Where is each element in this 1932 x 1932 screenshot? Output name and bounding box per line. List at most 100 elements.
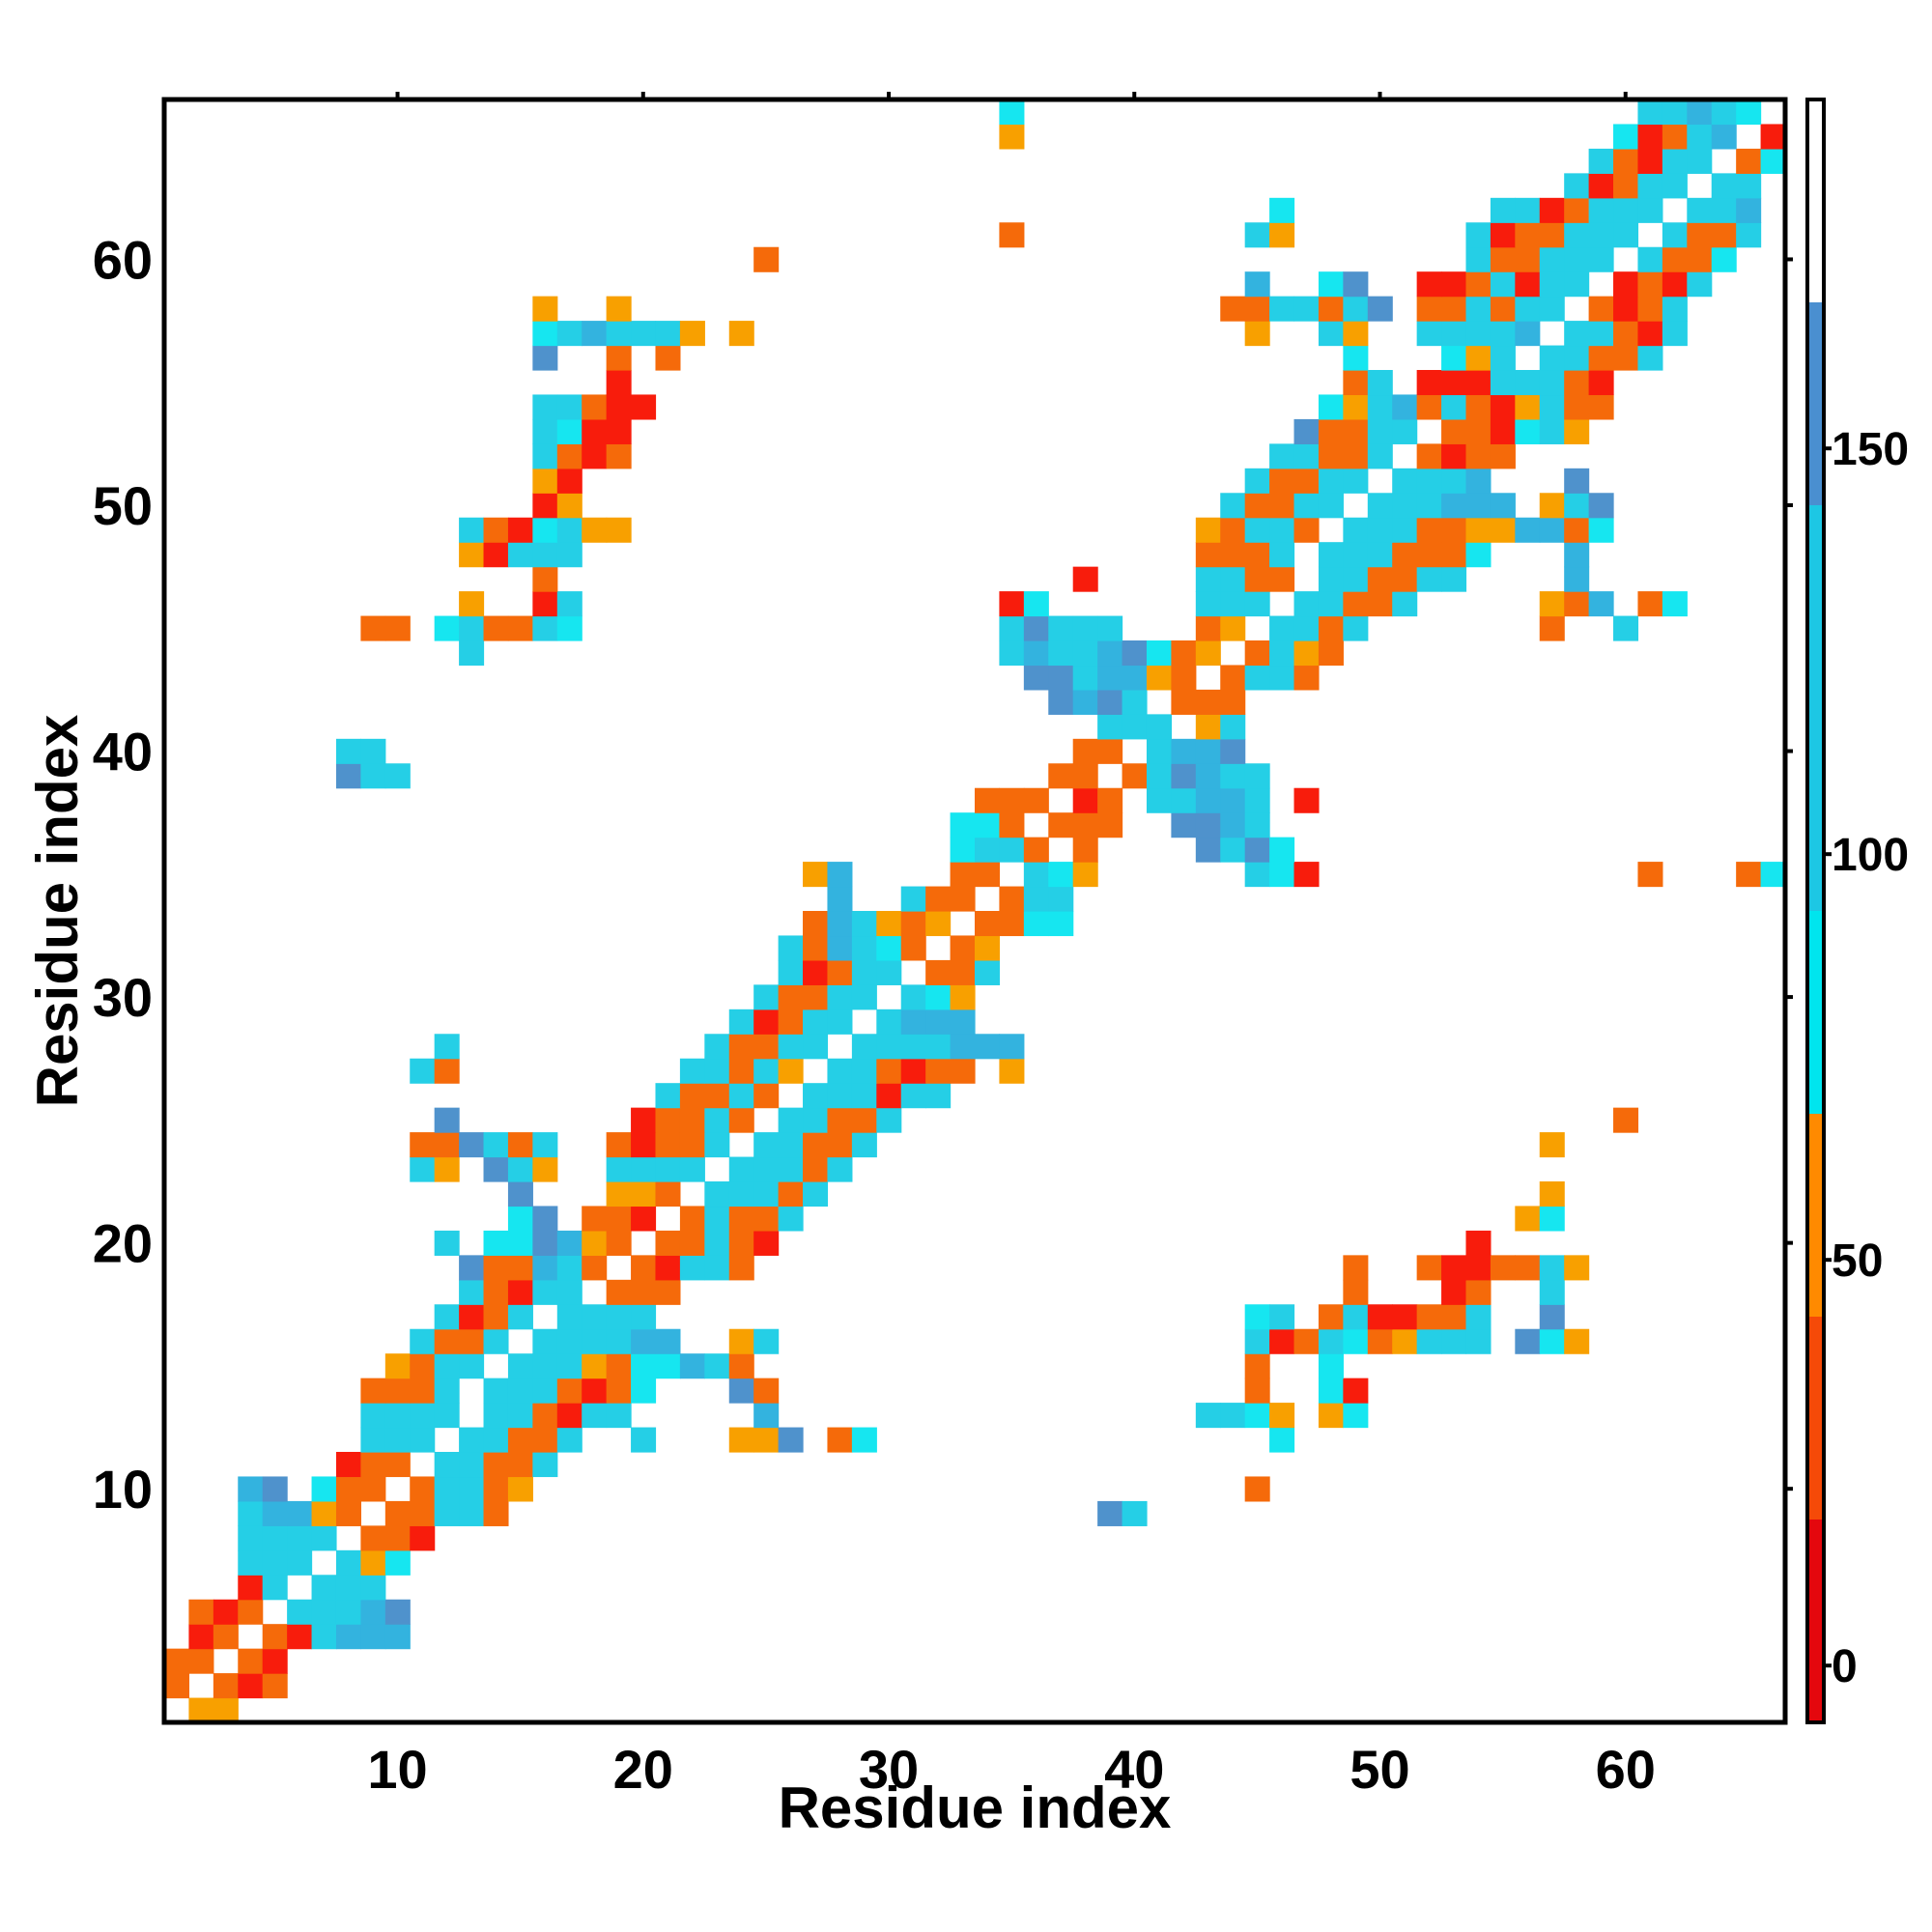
heatmap-cell [679, 1206, 705, 1232]
heatmap-cell [1687, 148, 1713, 174]
heatmap-cell [483, 1427, 509, 1453]
color-bar: 0 50 100 150 [1805, 98, 1909, 1724]
heatmap-cell [606, 296, 632, 322]
heatmap-cell [778, 959, 804, 985]
heatmap-cell [631, 1353, 657, 1379]
heatmap-cell [1416, 321, 1442, 347]
heatmap-cell [556, 493, 582, 519]
heatmap-cell [287, 1549, 313, 1576]
heatmap-cell [1711, 222, 1737, 248]
heatmap-cell [1515, 370, 1541, 396]
heatmap-cell [655, 321, 681, 347]
heatmap-cell [606, 1156, 632, 1182]
heatmap-cell [483, 1476, 509, 1502]
heatmap-cell [507, 1378, 533, 1404]
heatmap-cell [1760, 124, 1786, 150]
heatmap-cell [999, 615, 1025, 641]
heatmap-cell [1269, 615, 1295, 641]
heatmap-cell [1072, 837, 1098, 863]
heatmap-cell [753, 1427, 780, 1453]
heatmap-cell [1564, 418, 1590, 444]
heatmap-cell [262, 1476, 288, 1502]
heatmap-cell [459, 1353, 485, 1379]
heatmap-cell [1343, 542, 1369, 568]
heatmap-cell [827, 911, 853, 937]
heatmap-cell [1318, 591, 1344, 617]
color-bar-band [1809, 99, 1822, 302]
heatmap-cell [434, 1353, 460, 1379]
heatmap-cell [728, 1255, 754, 1281]
heatmap-cell [975, 812, 1001, 838]
heatmap-cell [582, 394, 608, 420]
heatmap-cell [1220, 837, 1246, 863]
heatmap-cell [556, 1255, 582, 1281]
heatmap-cell [459, 640, 485, 667]
heatmap-cell [1465, 271, 1492, 298]
heatmap-cell [1416, 468, 1442, 494]
heatmap-cell [925, 1009, 952, 1035]
heatmap-cell [704, 1255, 730, 1281]
heatmap-cell [360, 1403, 386, 1429]
heatmap-cell [606, 443, 632, 469]
heatmap-cell [410, 1156, 436, 1182]
heatmap-cell [999, 837, 1025, 863]
heatmap-cell [532, 1452, 558, 1478]
heatmap-cell [1343, 443, 1369, 469]
heatmap-cell [1318, 1403, 1344, 1429]
heatmap-cell [287, 1500, 313, 1526]
heatmap-cell [360, 1549, 386, 1576]
heatmap-cell [1687, 124, 1713, 150]
heatmap-cell [1293, 787, 1320, 813]
color-bar-label: 50 [1832, 1236, 1883, 1287]
heatmap-cell [999, 886, 1025, 912]
heatmap-cell [728, 1107, 754, 1133]
heatmap-cell [655, 1156, 681, 1182]
heatmap-cell [1343, 566, 1369, 592]
heatmap-cell [1637, 296, 1663, 322]
heatmap-cell [679, 1255, 705, 1281]
heatmap-cell [753, 1083, 780, 1109]
heatmap-cell [1220, 738, 1246, 764]
heatmap-cell [704, 1181, 730, 1208]
heatmap-cell [1564, 370, 1590, 396]
heatmap-cell [728, 1034, 754, 1060]
heatmap-cell [507, 1255, 533, 1281]
heatmap-cell [1195, 787, 1221, 813]
color-bar-band [1809, 505, 1822, 911]
heatmap-cell [753, 1403, 780, 1429]
heatmap-cell [1416, 394, 1442, 420]
heatmap-cell [1244, 1476, 1270, 1502]
heatmap-cell [606, 1328, 632, 1354]
heatmap-cell [753, 1206, 780, 1232]
heatmap-cell [1244, 493, 1270, 519]
heatmap-cell [507, 1403, 533, 1429]
heatmap-cell [1490, 394, 1516, 420]
heatmap-cell [1588, 517, 1614, 543]
heatmap-cell [434, 1058, 460, 1084]
heatmap-cell [925, 959, 952, 985]
heatmap-cell [556, 517, 582, 543]
heatmap-cell [1122, 714, 1148, 740]
heatmap-cell [827, 1156, 853, 1182]
heatmap-cell [384, 1599, 411, 1625]
heatmap-cell [434, 1304, 460, 1330]
heatmap-cell [287, 1525, 313, 1551]
heatmap-cell [532, 517, 558, 543]
heatmap-cell [1269, 542, 1295, 568]
heatmap-cell [1392, 394, 1418, 420]
heatmap-cell [507, 542, 533, 568]
heatmap-cell [1269, 296, 1295, 322]
heatmap-cell [360, 1378, 386, 1404]
heatmap-cell [999, 591, 1025, 617]
heatmap-cell [507, 1476, 533, 1502]
heatmap-cell [188, 1648, 214, 1674]
heatmap-cell [1097, 665, 1123, 691]
heatmap-cell [360, 1624, 386, 1650]
heatmap-cell [532, 1255, 558, 1281]
heatmap-cell [1244, 222, 1270, 248]
heatmap-cell [556, 418, 582, 444]
heatmap-cell [1195, 714, 1221, 740]
heatmap-cell [753, 1156, 780, 1182]
heatmap-cell [753, 1378, 780, 1404]
heatmap-cell [1318, 296, 1344, 322]
